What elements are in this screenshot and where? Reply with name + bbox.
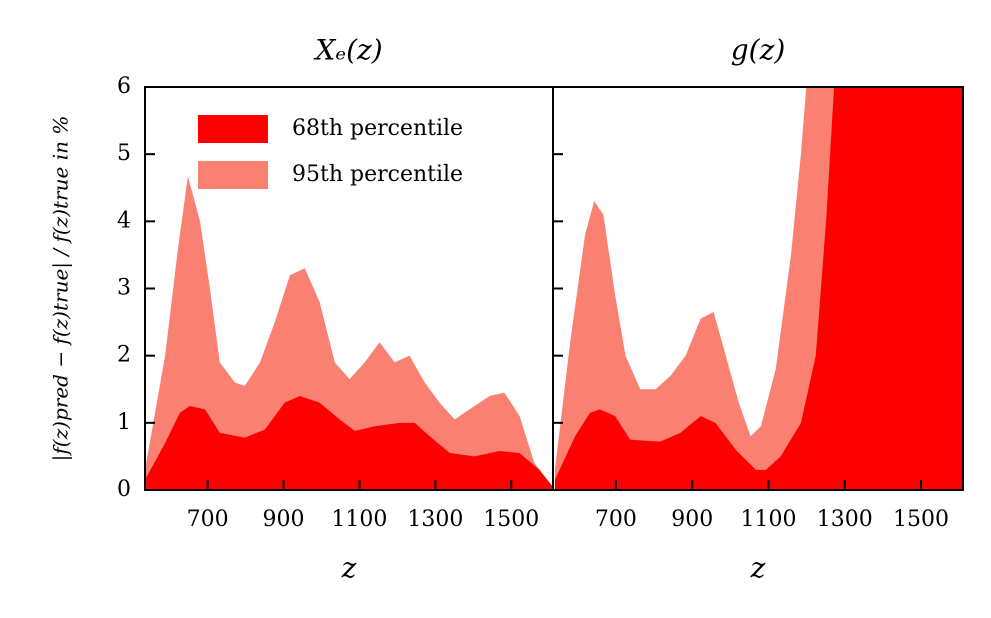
y-tick-label: 4 [117,208,131,233]
x-tick-label: 1300 [817,507,873,532]
area [145,395,553,490]
panel-title: g(z) [731,34,786,67]
area [145,176,553,490]
y-axis-label: |f(z)pred − f(z)true| / f(z)true in % [49,116,74,462]
x-tick-label: 700 [187,507,229,532]
legend-swatch [198,161,268,189]
x-tick-label: 900 [263,507,305,532]
area [554,87,963,490]
x-tick-label: 1500 [893,507,949,532]
x-tick-label: 1100 [331,507,387,532]
x-tick-label: 1100 [740,507,796,532]
plot-area [554,87,963,490]
legend-swatch [198,115,268,143]
x-tick-label: 900 [671,507,713,532]
x-tick-label: 1300 [407,507,463,532]
x-tick-label: 700 [595,507,637,532]
y-tick-label: 0 [117,477,131,502]
y-tick-label: 3 [117,276,131,301]
panel-title: Xₑ(z) [313,34,382,67]
y-tick-label: 6 [117,74,131,99]
x-axis-label: z [341,552,357,585]
y-tick-label: 2 [117,343,131,368]
x-tick-label: 1500 [483,507,539,532]
legend-label: 68th percentile [292,116,463,141]
legend-label: 95th percentile [292,162,463,187]
y-tick-label: 5 [117,141,131,166]
y-tick-label: 1 [117,410,131,435]
plot-area [145,176,553,490]
x-axis-label: z [750,552,766,585]
